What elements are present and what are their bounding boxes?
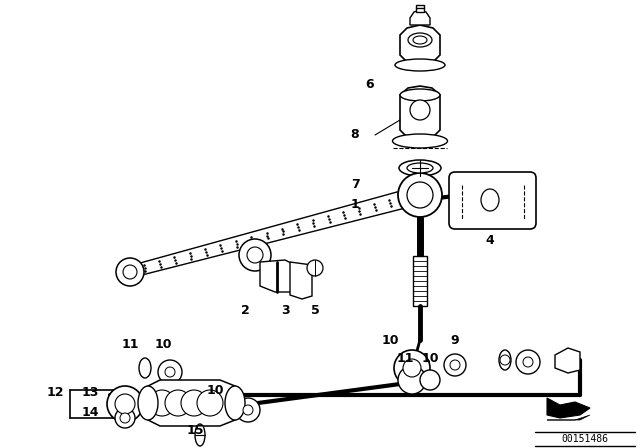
Text: 5: 5 — [310, 303, 319, 316]
Polygon shape — [400, 25, 440, 65]
Circle shape — [420, 370, 440, 390]
Bar — [416, 5, 424, 12]
Ellipse shape — [399, 160, 441, 176]
Text: 10: 10 — [381, 333, 399, 346]
Circle shape — [500, 355, 510, 365]
Circle shape — [403, 359, 421, 377]
Ellipse shape — [413, 36, 427, 44]
Text: 10: 10 — [206, 383, 224, 396]
Circle shape — [181, 390, 207, 416]
Circle shape — [165, 367, 175, 377]
Circle shape — [307, 260, 323, 276]
Ellipse shape — [499, 350, 511, 370]
Ellipse shape — [481, 189, 499, 211]
Polygon shape — [547, 415, 590, 420]
Ellipse shape — [139, 358, 151, 378]
Text: 10: 10 — [154, 339, 172, 352]
Text: 12: 12 — [46, 387, 64, 400]
Text: 2: 2 — [241, 303, 250, 316]
Ellipse shape — [395, 59, 445, 71]
Circle shape — [398, 173, 442, 217]
Circle shape — [243, 405, 253, 415]
Circle shape — [107, 386, 143, 422]
Polygon shape — [290, 262, 312, 299]
Text: 1: 1 — [351, 198, 360, 211]
Circle shape — [120, 413, 130, 423]
Circle shape — [115, 394, 135, 414]
Circle shape — [450, 360, 460, 370]
Ellipse shape — [408, 33, 432, 47]
Circle shape — [239, 239, 271, 271]
Circle shape — [115, 408, 135, 428]
Circle shape — [398, 366, 426, 394]
Circle shape — [410, 100, 430, 120]
Text: 3: 3 — [281, 303, 289, 316]
Text: 8: 8 — [351, 129, 359, 142]
Circle shape — [158, 360, 182, 384]
Circle shape — [523, 357, 533, 367]
Text: 13: 13 — [81, 387, 99, 400]
Text: 7: 7 — [351, 178, 360, 191]
Text: 4: 4 — [486, 233, 494, 246]
Circle shape — [407, 182, 433, 208]
Bar — [413, 256, 427, 306]
Circle shape — [149, 390, 175, 416]
Ellipse shape — [407, 163, 433, 173]
Ellipse shape — [138, 386, 158, 420]
Circle shape — [444, 354, 466, 376]
Text: 11: 11 — [121, 339, 139, 352]
Polygon shape — [555, 348, 580, 373]
Ellipse shape — [195, 424, 205, 446]
Ellipse shape — [400, 89, 440, 101]
Text: 00151486: 00151486 — [561, 434, 609, 444]
Circle shape — [165, 390, 191, 416]
Polygon shape — [410, 10, 430, 25]
Text: 10: 10 — [421, 352, 439, 365]
Circle shape — [116, 258, 144, 286]
Polygon shape — [260, 260, 295, 292]
Circle shape — [516, 350, 540, 374]
Text: 9: 9 — [451, 333, 460, 346]
Polygon shape — [122, 187, 425, 276]
Ellipse shape — [392, 134, 447, 148]
Ellipse shape — [225, 386, 245, 420]
Circle shape — [394, 350, 430, 386]
Circle shape — [123, 265, 137, 279]
Polygon shape — [547, 398, 590, 418]
Text: 6: 6 — [365, 78, 374, 91]
Circle shape — [236, 398, 260, 422]
Circle shape — [247, 247, 263, 263]
Text: 11: 11 — [396, 352, 413, 365]
FancyBboxPatch shape — [449, 172, 536, 229]
Text: 14: 14 — [81, 405, 99, 418]
Text: 15: 15 — [186, 423, 204, 436]
Polygon shape — [148, 380, 235, 426]
Circle shape — [197, 390, 223, 416]
Polygon shape — [400, 86, 440, 141]
